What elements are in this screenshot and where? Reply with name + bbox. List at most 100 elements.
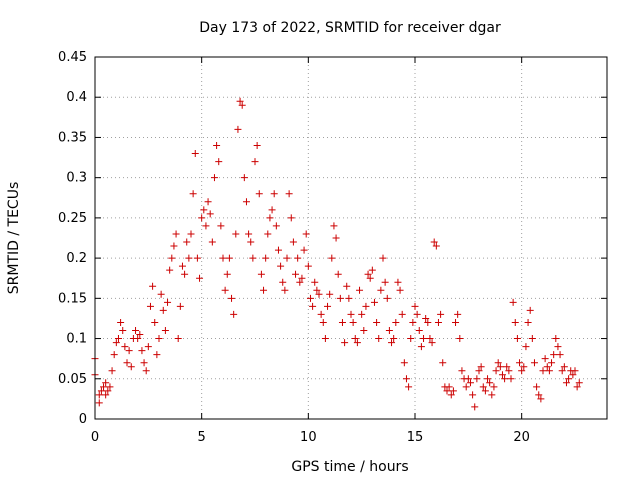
data-point xyxy=(560,363,568,371)
data-point xyxy=(270,190,278,198)
data-point xyxy=(221,286,229,294)
data-point xyxy=(464,375,472,383)
data-point xyxy=(161,327,169,335)
data-point xyxy=(125,347,133,355)
data-point xyxy=(347,310,355,318)
data-point xyxy=(358,310,366,318)
y-axis-label: SRMTID / TECUs xyxy=(6,182,22,295)
y-tick-label: 0.25 xyxy=(58,211,87,226)
data-point xyxy=(296,278,304,286)
data-point xyxy=(573,383,581,391)
data-point xyxy=(375,335,383,343)
data-point xyxy=(353,339,361,347)
data-point xyxy=(484,375,492,383)
y-tick-label: 0.05 xyxy=(58,372,87,387)
data-point xyxy=(402,375,410,383)
data-point xyxy=(364,270,372,278)
data-point xyxy=(193,254,201,262)
data-point xyxy=(447,391,455,399)
data-point xyxy=(349,318,357,326)
data-point xyxy=(247,238,255,246)
data-point xyxy=(272,222,280,230)
y-tick-label: 0.15 xyxy=(58,291,87,306)
data-point xyxy=(251,158,259,166)
data-point xyxy=(117,318,125,326)
data-point xyxy=(481,387,489,395)
data-point xyxy=(420,335,428,343)
data-point xyxy=(475,367,483,375)
data-point xyxy=(345,294,353,302)
data-point xyxy=(213,141,221,149)
data-point xyxy=(274,246,282,254)
data-point xyxy=(381,278,389,286)
data-point xyxy=(238,101,246,109)
data-point xyxy=(477,363,485,371)
x-axis-label: GPS time / hours xyxy=(291,459,408,475)
data-point xyxy=(202,222,210,230)
data-point xyxy=(565,375,573,383)
data-point xyxy=(324,302,332,310)
data-point xyxy=(496,363,504,371)
data-point xyxy=(206,210,214,218)
data-point xyxy=(390,335,398,343)
data-point xyxy=(458,367,466,375)
data-point xyxy=(279,278,287,286)
data-point xyxy=(400,359,408,367)
data-point xyxy=(422,314,430,322)
data-point xyxy=(157,290,165,298)
data-point xyxy=(398,310,406,318)
data-point xyxy=(292,270,300,278)
y-tick-label: 0.2 xyxy=(66,251,87,266)
data-point xyxy=(338,318,346,326)
data-point xyxy=(315,290,323,298)
data-point xyxy=(215,158,223,166)
data-point xyxy=(294,254,302,262)
data-point xyxy=(392,318,400,326)
data-point xyxy=(313,286,321,294)
data-point xyxy=(236,97,244,105)
data-point xyxy=(379,254,387,262)
data-point xyxy=(110,351,118,359)
data-point xyxy=(191,150,199,158)
data-point xyxy=(311,278,319,286)
data-points xyxy=(91,97,583,411)
data-point xyxy=(341,339,349,347)
data-point xyxy=(351,335,359,343)
data-point xyxy=(132,327,140,335)
data-point xyxy=(285,190,293,198)
data-point xyxy=(526,306,534,314)
data-point xyxy=(114,335,122,343)
data-point xyxy=(166,266,174,274)
data-point xyxy=(223,270,231,278)
data-point xyxy=(507,375,515,383)
data-point xyxy=(511,318,519,326)
data-point xyxy=(377,286,385,294)
data-point xyxy=(328,254,336,262)
data-point xyxy=(112,339,120,347)
data-point xyxy=(454,310,462,318)
data-point xyxy=(306,294,314,302)
data-point xyxy=(225,254,233,262)
data-point xyxy=(494,359,502,367)
data-point xyxy=(456,335,464,343)
data-point xyxy=(95,391,103,399)
data-point xyxy=(106,383,114,391)
x-tick-label: 20 xyxy=(513,430,530,445)
data-point xyxy=(136,331,144,339)
data-point xyxy=(513,335,521,343)
data-point xyxy=(368,266,376,274)
plot-frame xyxy=(94,56,608,420)
data-point xyxy=(415,327,423,335)
data-point xyxy=(417,343,425,351)
data-point xyxy=(134,335,142,343)
y-tick-label: 0.3 xyxy=(66,171,87,186)
data-point xyxy=(356,286,364,294)
data-point xyxy=(317,310,325,318)
data-point xyxy=(520,363,528,371)
chart-title: Day 173 of 2022, SRMTID for receiver dga… xyxy=(199,20,501,36)
y-tick-label: 0.4 xyxy=(66,90,87,105)
data-point xyxy=(405,383,413,391)
data-point xyxy=(102,379,110,387)
